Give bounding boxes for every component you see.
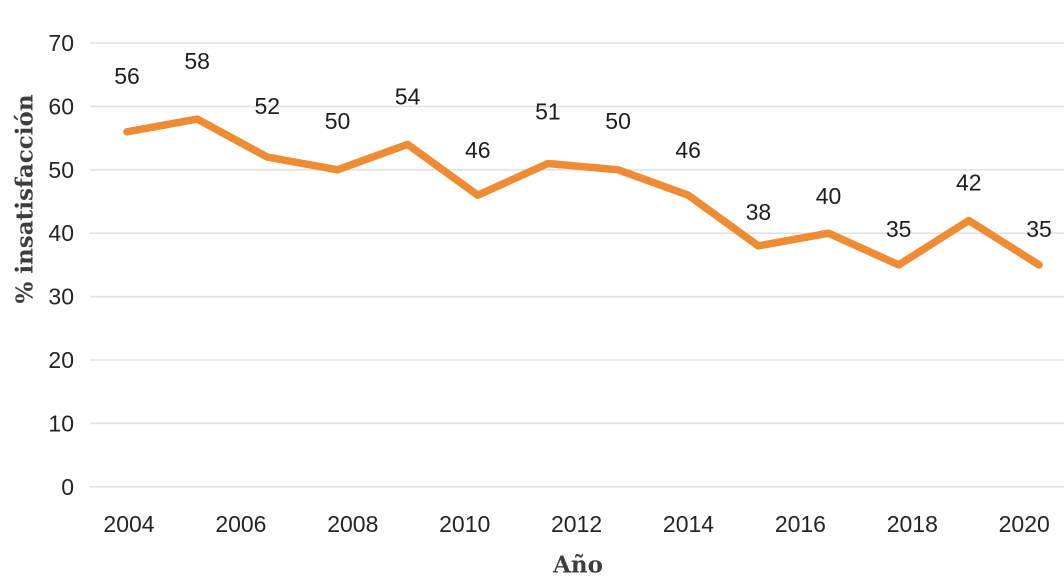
y-tick-label-40: 40: [48, 220, 74, 246]
x-tick-label-2004: 2004: [103, 511, 154, 537]
data-label-point-12: 42: [956, 170, 982, 196]
x-tick-label-2010: 2010: [439, 511, 490, 537]
data-label-point-10: 40: [816, 183, 842, 209]
x-axis-title: Año: [553, 551, 603, 579]
y-tick-label-50: 50: [48, 157, 74, 183]
data-label-point-4: 54: [395, 83, 421, 109]
y-tick-label-30: 30: [48, 284, 74, 310]
x-tick-label-2018: 2018: [887, 511, 938, 537]
data-label-point-9: 38: [746, 199, 772, 225]
x-tick-label-2020: 2020: [999, 511, 1050, 537]
y-tick-label-70: 70: [48, 30, 74, 56]
data-label-point-3: 50: [325, 108, 351, 134]
y-tick-label-20: 20: [48, 347, 74, 373]
data-label-point-13: 35: [1026, 216, 1052, 242]
y-tick-label-10: 10: [48, 410, 74, 436]
x-tick-label-2008: 2008: [327, 511, 378, 537]
data-label-point-1: 58: [184, 48, 210, 74]
series-line: [123, 115, 1043, 269]
data-label-point-11: 35: [886, 216, 912, 242]
data-label-point-8: 46: [675, 137, 701, 163]
data-label-point-2: 52: [255, 93, 281, 119]
x-tick-label-2006: 2006: [215, 511, 266, 537]
x-tick-label-2014: 2014: [663, 511, 714, 537]
data-label-point-0: 56: [114, 63, 140, 89]
x-tick-label-2016: 2016: [775, 511, 826, 537]
y-tick-label-0: 0: [61, 474, 74, 500]
x-tick-label-2012: 2012: [551, 511, 602, 537]
data-label-point-5: 46: [465, 137, 491, 163]
data-label-point-6: 51: [535, 99, 561, 125]
y-tick-label-60: 60: [48, 93, 74, 119]
data-label-point-7: 50: [605, 108, 631, 134]
